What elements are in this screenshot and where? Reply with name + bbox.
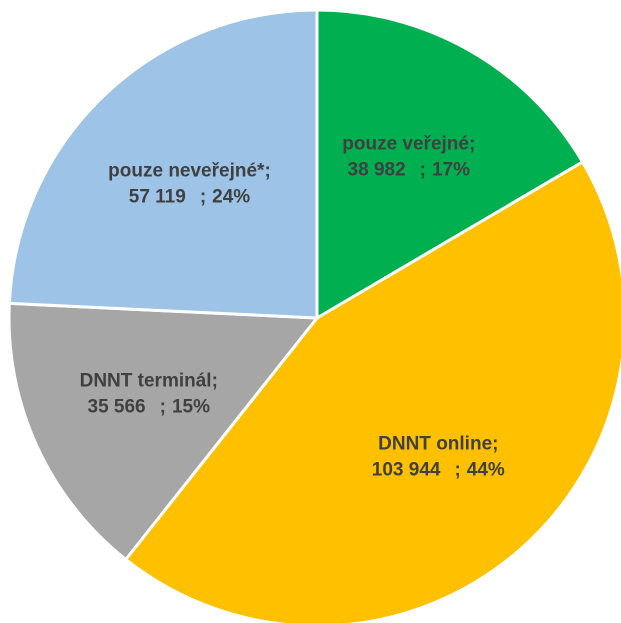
data-label: DNNT terminál;35 566; 15% <box>80 370 218 417</box>
label-separator: ; <box>454 459 460 480</box>
percent-label: 15% <box>172 396 210 417</box>
data-label-line: 103 944; 44% <box>372 459 505 480</box>
percent-label: 24% <box>212 186 250 207</box>
value-label: 57 119 <box>129 186 186 207</box>
data-label-line: 35 566; 15% <box>88 396 211 417</box>
percent-label: 44% <box>467 459 505 480</box>
data-label-line: pouze neveřejné*; <box>108 160 271 181</box>
data-label-line: 38 982; 17% <box>348 160 471 181</box>
label-separator: ; <box>160 396 166 417</box>
data-label-line: 57 119; 24% <box>129 186 251 207</box>
data-label: pouze veřejné; 38 982; 17% <box>342 134 475 181</box>
category-name: pouze neveřejné* <box>108 160 265 181</box>
pie-slice <box>315 8 585 321</box>
value-label: 35 566 <box>88 396 146 417</box>
pie-slice <box>123 159 621 623</box>
category-name: DNNT online <box>378 433 492 454</box>
category-name: DNNT terminál <box>80 370 212 391</box>
pie-slice <box>7 8 319 320</box>
label-separator: ; <box>469 134 475 155</box>
data-label-line: pouze veřejné; <box>342 134 475 155</box>
pie-slice <box>7 301 320 562</box>
data-label-line: DNNT online; <box>378 433 498 454</box>
label-separator: ; <box>420 160 426 181</box>
value-label: 103 944 <box>372 459 441 480</box>
data-label: DNNT online; 103 944; 44% <box>372 433 505 480</box>
percent-label: 17% <box>432 160 470 181</box>
category-name: pouze veřejné <box>342 134 469 155</box>
label-separator: ; <box>264 160 270 181</box>
label-separator: ; <box>492 433 498 454</box>
data-label-line: DNNT terminál; <box>80 370 218 391</box>
value-label: 38 982 <box>348 160 406 181</box>
label-separator: ; <box>200 186 206 207</box>
label-separator: ; <box>212 370 218 391</box>
data-label: pouze neveřejné*; 57 119; 24% <box>108 160 271 207</box>
